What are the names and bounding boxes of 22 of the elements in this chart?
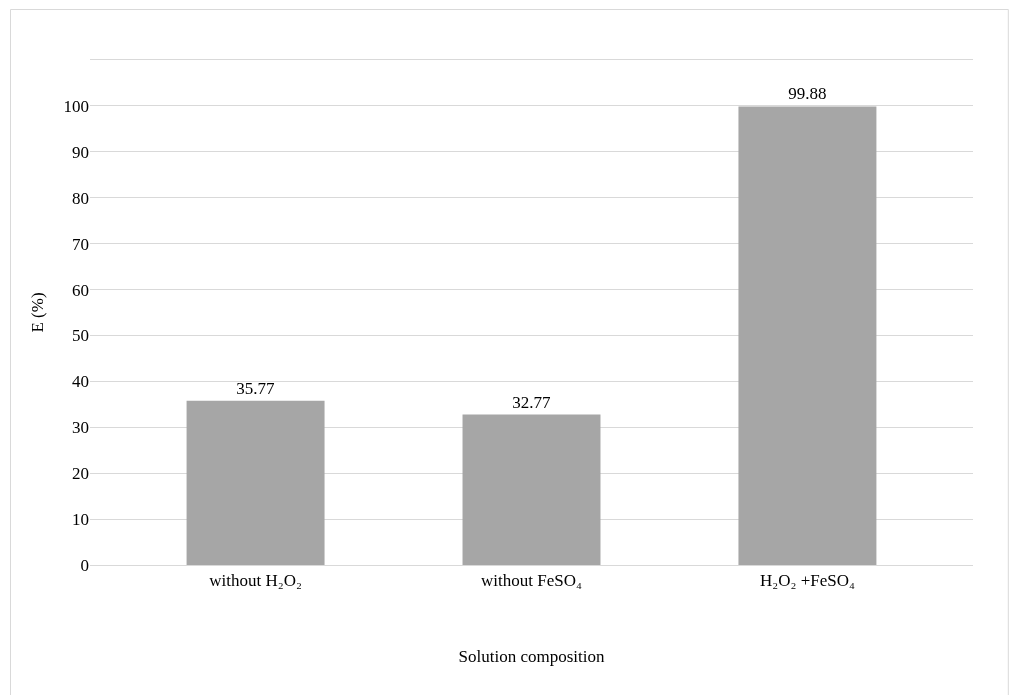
x-tick-label: H₂O₂ +FeSO₄: [759, 571, 855, 591]
y-tick-label: 40: [72, 372, 89, 392]
bar: [462, 414, 601, 565]
y-tick-label: 20: [72, 464, 89, 484]
y-tick-label: 100: [63, 96, 89, 116]
y-tick-label: 10: [72, 510, 89, 530]
bar: [186, 400, 325, 565]
y-axis-title: E (%): [28, 292, 48, 333]
y-tick-label: 30: [72, 418, 89, 438]
y-tick-label: 0: [80, 555, 89, 575]
y-tick-label: 90: [72, 142, 89, 162]
data-label: 35.77: [236, 378, 275, 398]
x-tick-label: without FeSO₄: [481, 571, 582, 591]
x-tick-label: without H₂O₂: [209, 571, 302, 591]
data-label: 99.88: [788, 84, 827, 104]
y-tick-label: 80: [72, 188, 89, 208]
y-tick-label: 50: [72, 326, 89, 346]
data-label: 32.77: [512, 392, 551, 412]
y-tick-label: 60: [72, 280, 89, 300]
y-tick-label: 70: [72, 234, 89, 254]
x-axis-title: Solution composition: [458, 646, 605, 666]
bar: [738, 106, 877, 565]
